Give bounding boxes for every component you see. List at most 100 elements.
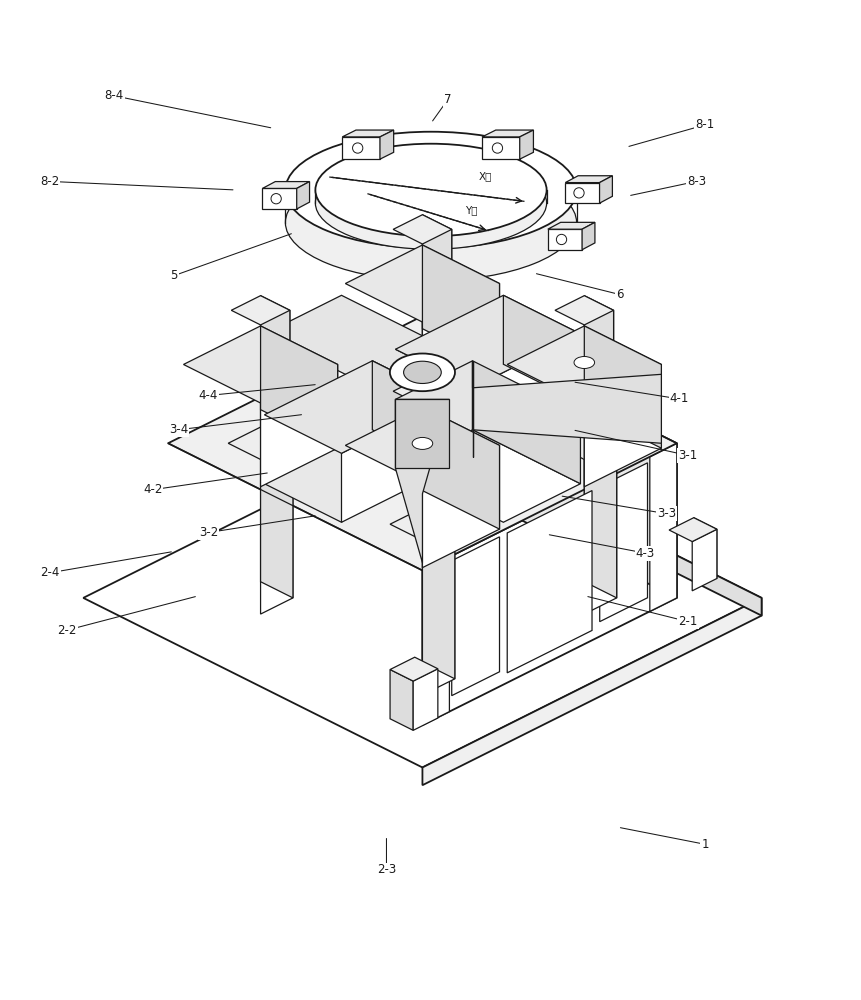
Polygon shape [395, 349, 579, 403]
Ellipse shape [427, 233, 443, 243]
Text: 8-1: 8-1 [695, 118, 714, 131]
Polygon shape [422, 598, 761, 785]
Polygon shape [422, 316, 676, 598]
Polygon shape [584, 443, 616, 614]
Polygon shape [183, 326, 338, 403]
Polygon shape [395, 361, 472, 468]
Polygon shape [260, 427, 293, 598]
Text: 4-2: 4-2 [143, 483, 162, 496]
Polygon shape [84, 428, 761, 767]
Polygon shape [260, 326, 338, 448]
Polygon shape [390, 657, 437, 681]
Polygon shape [342, 130, 393, 137]
Text: 5: 5 [170, 269, 177, 282]
Polygon shape [584, 427, 616, 598]
Text: 2-3: 2-3 [376, 863, 396, 876]
Polygon shape [584, 326, 660, 448]
Polygon shape [584, 364, 660, 487]
Ellipse shape [573, 357, 594, 368]
Polygon shape [422, 445, 499, 568]
Text: 3-4: 3-4 [169, 423, 188, 436]
Polygon shape [422, 229, 451, 377]
Polygon shape [422, 508, 455, 679]
Text: X轴: X轴 [478, 171, 492, 181]
Ellipse shape [315, 157, 546, 249]
Text: 2-4: 2-4 [40, 566, 59, 579]
Polygon shape [584, 310, 613, 458]
Polygon shape [422, 346, 455, 517]
Polygon shape [554, 296, 613, 325]
Text: 1: 1 [701, 838, 708, 851]
Polygon shape [262, 182, 309, 188]
Polygon shape [481, 130, 533, 137]
Polygon shape [581, 222, 594, 250]
Polygon shape [260, 443, 293, 614]
Polygon shape [395, 295, 579, 388]
Text: 8-3: 8-3 [686, 175, 705, 188]
Text: 4-1: 4-1 [669, 392, 688, 405]
Ellipse shape [403, 361, 441, 383]
Polygon shape [260, 310, 289, 458]
Polygon shape [422, 428, 761, 616]
Ellipse shape [555, 234, 566, 245]
Text: 4-4: 4-4 [198, 389, 218, 402]
Polygon shape [691, 529, 716, 591]
Polygon shape [506, 326, 660, 403]
Polygon shape [345, 407, 499, 484]
Ellipse shape [412, 437, 432, 449]
Polygon shape [481, 137, 519, 159]
Ellipse shape [315, 144, 546, 236]
Polygon shape [565, 183, 599, 203]
Text: 3-2: 3-2 [199, 526, 218, 539]
Polygon shape [551, 427, 616, 459]
Ellipse shape [389, 354, 455, 391]
Polygon shape [341, 399, 449, 522]
Text: 2-1: 2-1 [678, 615, 697, 628]
Polygon shape [472, 334, 579, 457]
Polygon shape [422, 443, 676, 725]
Polygon shape [548, 229, 581, 250]
Polygon shape [472, 361, 660, 443]
Polygon shape [422, 557, 449, 725]
Polygon shape [422, 391, 451, 539]
Polygon shape [548, 222, 594, 229]
Polygon shape [296, 182, 309, 209]
Polygon shape [519, 130, 533, 159]
Polygon shape [565, 176, 611, 183]
Polygon shape [228, 427, 293, 459]
Polygon shape [472, 361, 579, 484]
Polygon shape [393, 215, 451, 244]
Text: 6: 6 [615, 288, 623, 301]
Polygon shape [372, 361, 449, 468]
Polygon shape [390, 508, 455, 540]
Polygon shape [342, 137, 380, 159]
Polygon shape [395, 430, 579, 522]
Polygon shape [390, 670, 412, 730]
Text: 7: 7 [444, 93, 451, 106]
Polygon shape [422, 362, 455, 533]
Polygon shape [599, 463, 647, 622]
Polygon shape [412, 669, 437, 730]
Text: 8-2: 8-2 [40, 175, 59, 188]
Polygon shape [264, 361, 449, 453]
Ellipse shape [492, 143, 502, 153]
Polygon shape [390, 346, 455, 379]
Ellipse shape [573, 188, 584, 198]
Polygon shape [260, 296, 289, 443]
Polygon shape [380, 130, 393, 159]
Polygon shape [264, 364, 449, 457]
Text: 8-4: 8-4 [104, 89, 124, 102]
Polygon shape [506, 491, 592, 673]
Text: 2-2: 2-2 [58, 624, 77, 637]
Polygon shape [451, 537, 499, 696]
Polygon shape [422, 284, 499, 406]
Polygon shape [393, 377, 451, 406]
Polygon shape [649, 443, 676, 611]
Polygon shape [422, 407, 499, 529]
Text: Y轴: Y轴 [464, 206, 477, 216]
Polygon shape [668, 518, 716, 542]
Text: 3-3: 3-3 [656, 507, 675, 520]
Polygon shape [395, 399, 449, 468]
Polygon shape [260, 364, 338, 487]
Polygon shape [503, 295, 579, 403]
